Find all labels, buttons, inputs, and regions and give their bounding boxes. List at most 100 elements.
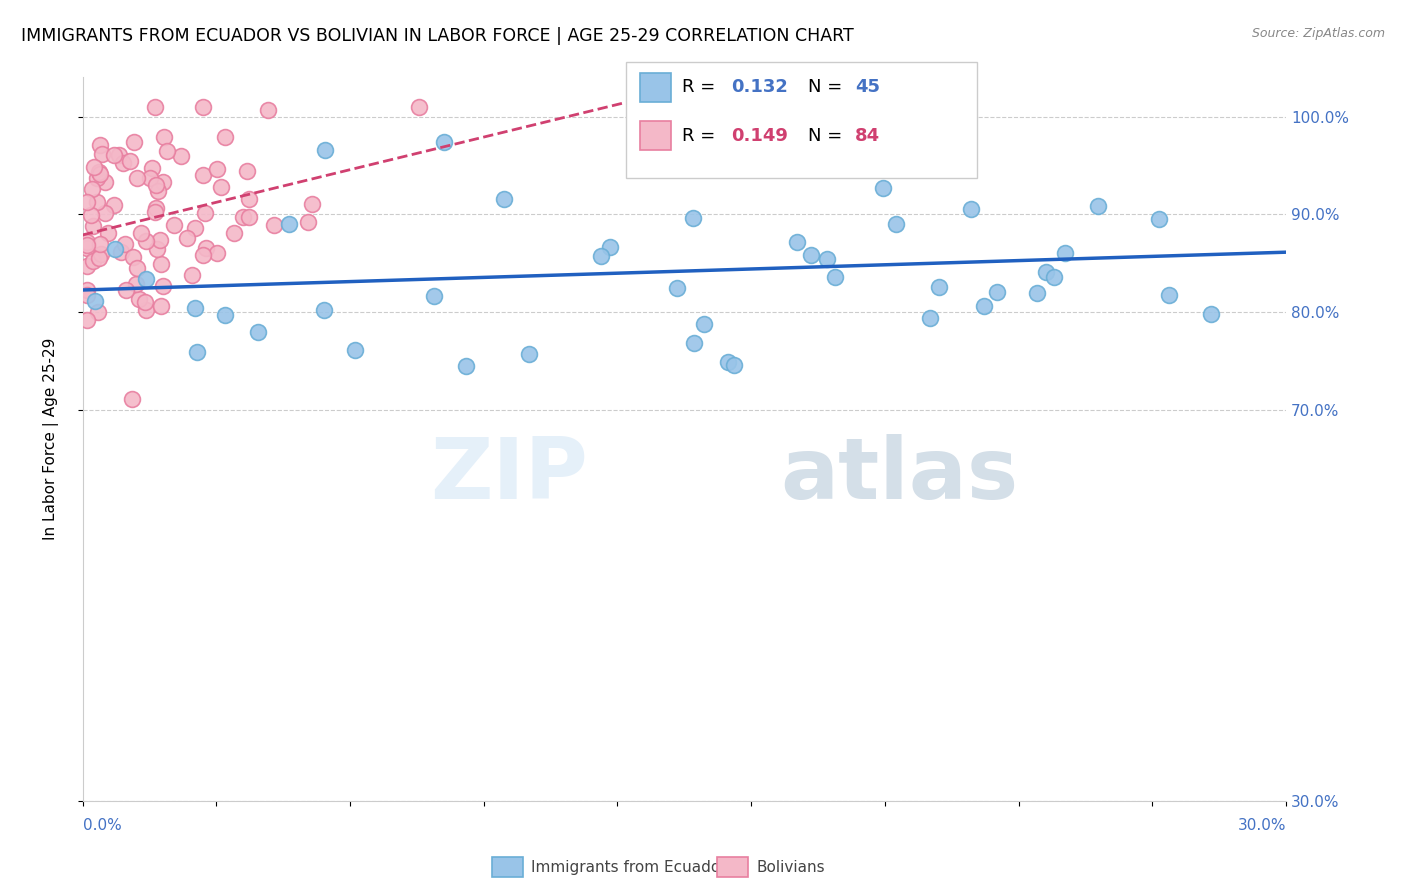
- Point: [149, 257, 172, 271]
- Point: [176, 230, 198, 244]
- Point: [214, 309, 236, 323]
- Point: [920, 311, 942, 326]
- Point: [312, 302, 335, 317]
- Point: [193, 100, 215, 114]
- Point: [135, 272, 157, 286]
- Point: [97, 227, 120, 241]
- Point: [297, 215, 319, 229]
- Point: [94, 205, 117, 219]
- Point: [103, 198, 125, 212]
- Point: [87, 165, 110, 179]
- Point: [135, 302, 157, 317]
- Point: [214, 129, 236, 144]
- Point: [121, 392, 143, 406]
- Text: IMMIGRANTS FROM ECUADOR VS BOLIVIAN IN LABOR FORCE | AGE 25-29 CORRELATION CHART: IMMIGRANTS FROM ECUADOR VS BOLIVIAN IN L…: [21, 27, 853, 45]
- Point: [150, 299, 173, 313]
- Point: [238, 192, 260, 206]
- Point: [433, 136, 456, 150]
- Point: [76, 241, 98, 255]
- Point: [1035, 265, 1057, 279]
- Point: [236, 164, 259, 178]
- Point: [153, 130, 176, 145]
- Text: 84: 84: [855, 127, 880, 145]
- Point: [91, 146, 114, 161]
- Point: [76, 195, 98, 210]
- Text: atlas: atlas: [780, 434, 1019, 516]
- Point: [408, 100, 430, 114]
- Point: [343, 343, 366, 357]
- Point: [89, 237, 111, 252]
- Point: [125, 171, 148, 186]
- Point: [180, 268, 202, 282]
- Point: [76, 313, 98, 327]
- Point: [145, 201, 167, 215]
- Point: [122, 250, 145, 264]
- Point: [1042, 270, 1064, 285]
- Point: [80, 208, 103, 222]
- Text: N =: N =: [808, 127, 848, 145]
- Point: [207, 162, 229, 177]
- Point: [717, 355, 740, 369]
- Point: [1087, 199, 1109, 213]
- Point: [114, 284, 136, 298]
- Point: [135, 234, 157, 248]
- Point: [872, 181, 894, 195]
- Point: [156, 144, 179, 158]
- Point: [111, 156, 134, 170]
- Point: [145, 178, 167, 193]
- Text: Bolivians: Bolivians: [756, 860, 825, 874]
- Point: [693, 317, 716, 331]
- Point: [183, 301, 205, 316]
- Point: [1147, 212, 1170, 227]
- Point: [824, 269, 846, 284]
- Point: [76, 288, 98, 302]
- Point: [973, 299, 995, 313]
- Point: [519, 346, 541, 360]
- Text: Immigrants from Ecuador: Immigrants from Ecuador: [531, 860, 727, 874]
- Point: [149, 233, 172, 247]
- Point: [139, 170, 162, 185]
- Text: Source: ZipAtlas.com: Source: ZipAtlas.com: [1251, 27, 1385, 40]
- Point: [263, 218, 285, 232]
- Point: [84, 294, 107, 309]
- Point: [86, 171, 108, 186]
- Point: [257, 103, 280, 117]
- Point: [120, 153, 142, 168]
- Point: [82, 219, 104, 234]
- Point: [183, 221, 205, 235]
- Point: [152, 175, 174, 189]
- Point: [125, 260, 148, 275]
- Point: [103, 148, 125, 162]
- Point: [1026, 286, 1049, 301]
- Text: 45: 45: [855, 78, 880, 96]
- Point: [89, 138, 111, 153]
- Point: [93, 176, 115, 190]
- Point: [454, 359, 477, 373]
- Point: [723, 358, 745, 372]
- Point: [665, 281, 688, 295]
- Point: [83, 160, 105, 174]
- Point: [1053, 245, 1076, 260]
- Point: [145, 242, 167, 256]
- Text: 0.149: 0.149: [731, 127, 787, 145]
- Point: [278, 217, 301, 231]
- Point: [76, 259, 98, 273]
- Point: [152, 279, 174, 293]
- Text: ZIP: ZIP: [430, 434, 588, 516]
- Point: [143, 205, 166, 219]
- Point: [82, 254, 104, 268]
- Point: [141, 161, 163, 175]
- Point: [89, 167, 111, 181]
- Point: [104, 242, 127, 256]
- Point: [806, 155, 828, 169]
- Point: [246, 325, 269, 339]
- Point: [108, 148, 131, 162]
- Point: [90, 247, 112, 261]
- Point: [110, 244, 132, 259]
- Point: [492, 192, 515, 206]
- Point: [146, 184, 169, 198]
- Point: [786, 235, 808, 250]
- Point: [76, 235, 98, 250]
- Point: [222, 226, 245, 240]
- Point: [301, 197, 323, 211]
